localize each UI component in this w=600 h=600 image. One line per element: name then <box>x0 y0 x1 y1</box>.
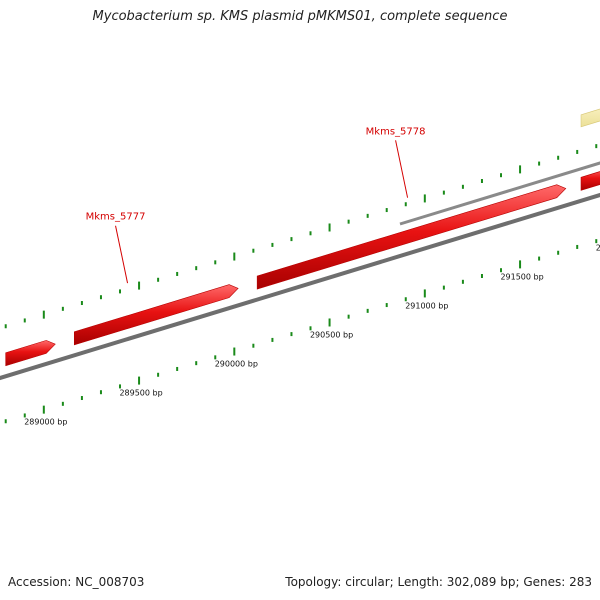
bp-position-label: 290000 bp <box>215 360 258 369</box>
backbone-line-upper <box>399 161 600 226</box>
bp-position-label: 289000 bp <box>24 418 67 427</box>
bp-position-label: 291500 bp <box>500 272 543 281</box>
gene-label: Mkms_5778 <box>366 126 426 137</box>
gene-arrow-5 <box>580 108 600 128</box>
gene-label-leader <box>115 225 129 284</box>
bp-position-label: 289500 bp <box>119 389 162 398</box>
gene-arrow-4 <box>580 171 600 191</box>
bp-position-label: 291000 bp <box>405 301 448 310</box>
map-title: Mycobacterium sp. KMS plasmid pMKMS01, c… <box>92 9 508 24</box>
bp-position-label: 290500 bp <box>310 330 353 339</box>
gene-arrow-2 <box>73 284 239 346</box>
gene-label: Mkms_5777 <box>86 212 146 223</box>
backbone-line <box>0 192 600 381</box>
gene-arrow-3 <box>256 184 567 290</box>
bp-position-label: 292000 bp <box>596 243 600 252</box>
gene-arrow-1 <box>5 340 56 367</box>
genome-summary: Topology: circular; Length: 302,089 bp; … <box>285 575 592 589</box>
gene-label-leader <box>395 140 409 198</box>
accession-label: Accession: NC_008703 <box>8 575 145 589</box>
